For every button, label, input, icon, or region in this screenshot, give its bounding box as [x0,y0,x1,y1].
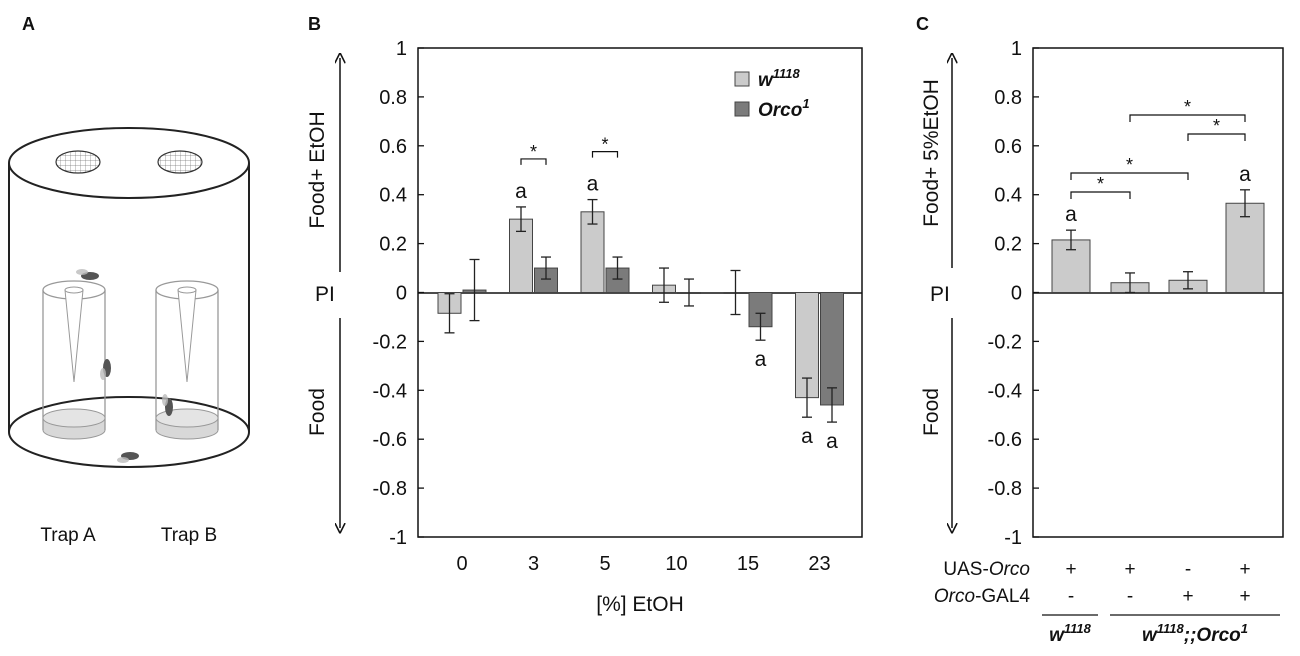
significance-bracket [1129,114,1246,122]
genotype-row-label-gal4: Orco-GAL4 [934,586,1031,607]
lower-label-b: Food [306,388,329,436]
fly-icon [76,269,99,280]
genotype-row-label-uas: UAS-Orco [943,559,1030,580]
y-tick-label: 0.2 [379,234,407,256]
group-label-orco1: w1118;;Orco1 [1142,621,1248,646]
fly-icon [162,394,173,416]
x-tick-label: 10 [665,553,687,575]
y-tick-label: 0.6 [994,136,1022,158]
genotype-table: UAS-Orco Orco-GAL4 + + - + - - + + w1118… [934,559,1280,646]
legend-swatch-w1118 [734,71,750,87]
trap-a-label: Trap A [40,525,96,546]
panel-c-letter: C [916,14,929,34]
significance-star: * [601,135,608,155]
legend-label-w1118: w1118 [758,66,801,91]
group-label-w1118: w1118 [1049,621,1092,646]
legend-label-orco1: Orco1 [758,96,810,121]
pi-label-b: PI [315,283,335,306]
pi-label-c: PI [930,283,950,306]
y-tick-label: 0 [1011,283,1022,305]
y-tick-label: -0.8 [988,478,1022,500]
bar-genotype-4 [1225,202,1265,294]
y-tick-label: -1 [1004,527,1022,549]
y-tick-label: 0.2 [994,234,1022,256]
trap-a-tube [42,280,106,440]
fly-icon [117,452,139,463]
y-tick-label: 1 [396,38,407,60]
x-tick-label: 23 [808,553,830,575]
significance-letter: a [1239,163,1251,186]
y-tick-label: -0.4 [988,380,1022,402]
x-tick-label: 0 [456,553,467,575]
legend-b: w1118 Orco1 [734,66,810,121]
genotype-mark: + [1065,559,1076,580]
y-tick-label: 0.8 [994,87,1022,109]
genotype-mark: + [1239,559,1250,580]
significance-c: * * * * [1070,97,1246,199]
panel-b-letter: B [308,14,321,34]
y-axis-c: 1 0.8 0.6 0.4 0.2 0 -0.2 -0.4 -0.6 -0.8 -1 [988,38,1039,549]
genotype-mark: - [1068,586,1074,607]
genotype-mark: + [1124,559,1135,580]
y-tick-label: -1 [389,527,407,549]
y-tick-label: 0.8 [379,87,407,109]
panel-b: B 10.80.60.40.20-0.2-0.4-0.6-0.8-1 a aaa a… [306,14,863,616]
y-tick-label: 0.4 [994,185,1022,207]
significance-bracket [1070,172,1189,180]
significance-star: * [1184,97,1191,117]
significance-bracket [591,150,619,158]
y-tick-label: -0.2 [988,331,1022,353]
cage-bottom [8,396,250,468]
y-tick-label: 0.6 [379,136,407,158]
genotype-mark: - [1127,586,1133,607]
y-tick-label: -0.6 [373,429,407,451]
panel-a-letter: A [22,14,35,34]
upper-label-b: Food+ EtOH [306,111,329,228]
significance-letter: a [1065,203,1077,226]
y-tick-label: -0.2 [373,331,407,353]
significance-star: * [1097,174,1104,194]
x-axis-b: 0 3 5 10 15 23 [456,553,830,575]
significance-letter: a [515,180,527,203]
lower-label-c: Food [920,388,943,436]
bars-c: aa [1051,163,1265,294]
significance-bracket [520,158,547,165]
y-tick-label: 0.4 [379,185,407,207]
fly-icon [100,359,111,380]
y-axis-b: 1 0.8 0.6 0.4 0.2 0 -0.2 -0.4 -0.6 -0.8 -1 [373,38,424,549]
mesh-opening-right [157,150,203,174]
upper-label-c: Food+ 5%EtOH [920,79,943,227]
cage-top [8,127,250,199]
genotype-mark: + [1239,586,1250,607]
panel-a: A [8,14,250,546]
genotype-mark: - [1185,559,1191,580]
significance-letter: a [826,430,838,453]
genotype-mark: + [1182,586,1193,607]
significance-star: * [1126,155,1133,175]
x-tick-label: 5 [599,553,610,575]
y-tick-label: 1 [1011,38,1022,60]
significance-letter: a [587,173,599,196]
x-tick-label: 15 [737,553,759,575]
bars-b: a aaa a* * [437,135,844,453]
x-axis-title-b: [%] EtOH [596,593,684,616]
significance-star: * [530,142,537,162]
significance-letter: a [755,348,767,371]
panel-c: C 10.80.60.40.20-0.2-0.4-0.6-0.8-1 aa **… [916,14,1284,646]
y-tick-label: -0.4 [373,380,407,402]
x-tick-label: 3 [528,553,539,575]
y-tick-label: 0 [396,283,407,305]
significance-letter: a [801,425,813,448]
cage-illustration [8,127,250,468]
trap-b-label: Trap B [161,525,217,546]
significance-bracket [1187,133,1246,141]
mesh-opening-left [55,150,101,174]
significance-bracket [1070,191,1131,199]
y-tick-label: -0.6 [988,429,1022,451]
y-tick-label: -0.8 [373,478,407,500]
significance-star: * [1213,116,1220,136]
trap-b-tube [155,280,219,440]
legend-swatch-orco1 [734,101,750,117]
